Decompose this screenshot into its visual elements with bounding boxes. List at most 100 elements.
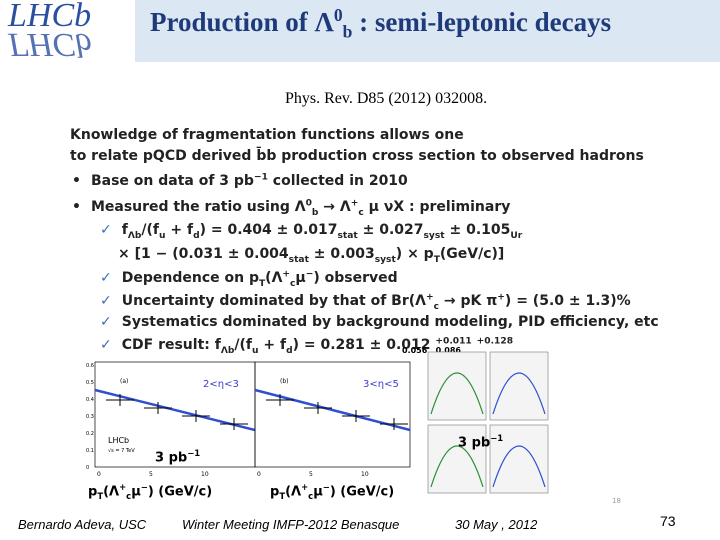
supscript: −: [305, 269, 314, 279]
x-tick-label: 10: [201, 471, 209, 478]
body-line: to relate pQCD derived b̄b production cr…: [70, 148, 644, 164]
supscript: −: [140, 482, 148, 492]
text: ) observed: [313, 269, 398, 286]
panel-label: (b): [280, 378, 289, 385]
subscript: T: [433, 254, 440, 265]
y-tick-label: 0.5: [86, 380, 94, 386]
cdf-lower-value: 0.056: [402, 346, 428, 355]
x-title: pT(Λ+cμ−) (GeV/c): [88, 482, 212, 501]
subscript: Λb: [220, 345, 235, 356]
supscript: 0: [333, 5, 343, 25]
y-tick-label: 0.6: [86, 363, 94, 369]
text: Measured the ratio using Λ: [90, 198, 306, 215]
body-line: ✓ Systematics dominated by background mod…: [100, 314, 659, 330]
line-text: × [1 − (0.031 ± 0.004stat ± 0.003syst) ×…: [118, 246, 504, 265]
text: p: [88, 484, 98, 500]
text: Uncertainty dominated by that of Br(Λ: [121, 292, 426, 309]
bullet: ✓: [100, 314, 112, 330]
body-line: ✓ Uncertainty dominated by that of Br(Λ+c…: [100, 292, 631, 311]
supscript: +: [425, 292, 434, 302]
body-line: • Measured the ratio using Λ0b → Λ+c μ νX…: [72, 198, 510, 217]
text: (Λ: [103, 484, 120, 500]
fit-line: [94, 388, 256, 432]
subscript: b: [342, 21, 353, 42]
text: ± 0.003: [308, 246, 375, 262]
x-tick-label: 10: [361, 471, 369, 478]
panel-label: (a): [120, 378, 128, 385]
text: μ: [131, 484, 141, 500]
subscript: c: [308, 490, 314, 501]
text: ) = 0.404 ± 0.017: [199, 222, 338, 238]
eta-range: 3<η<5: [363, 379, 399, 390]
body-line: ✓ fΛb/(fu + fd) = 0.404 ± 0.017stat ± 0.0…: [100, 222, 522, 241]
text: ) = 0.281 ± 0.012: [292, 336, 436, 353]
text: × [1 − (0.031 ± 0.004: [118, 246, 289, 262]
bullet: ✓: [100, 292, 112, 309]
text: (Λ: [265, 269, 283, 286]
subscript: c: [358, 207, 364, 218]
text: Dependence on p: [121, 269, 259, 286]
bullet: ✓: [100, 222, 112, 238]
text: ) = (5.0 ± 1.3)%: [504, 292, 631, 309]
line-text: Systematics dominated by background mode…: [122, 314, 659, 330]
logo: LHCb ΓHCb: [8, 0, 92, 63]
bullet: ✓: [100, 336, 112, 353]
text: p: [270, 484, 280, 500]
text: ) (GeV/c): [329, 484, 395, 500]
y-tick-label: 0: [86, 465, 89, 471]
supscript: −1: [253, 172, 268, 182]
text: μ: [295, 269, 306, 286]
line-text: Measured the ratio using Λ0b → Λ+c μ νX …: [90, 198, 510, 218]
subscript: u: [252, 345, 259, 356]
text: → Λ: [318, 198, 351, 215]
y-tick-label: 0.2: [86, 431, 94, 437]
supscript: −1: [187, 448, 201, 458]
luminosity: 3 pb−1: [155, 448, 200, 465]
text: production cross section to observed had…: [276, 148, 644, 164]
subscript: c: [433, 301, 439, 312]
subscript: syst: [423, 230, 445, 241]
bullet: •: [72, 172, 81, 189]
y-tick-label: 0.3: [86, 414, 94, 420]
x-title: pT(Λ+cμ−) (GeV/c): [270, 482, 394, 501]
text: + f: [258, 336, 287, 353]
bullet: ✓: [100, 269, 112, 286]
supscript: +: [301, 482, 309, 492]
text: b̄b: [256, 148, 277, 164]
subscript: b: [311, 207, 319, 218]
text: ) × p: [395, 246, 434, 262]
text: CDF result: f: [121, 336, 221, 353]
subscript: stat: [288, 254, 309, 265]
text: : semi-leptonic decays: [352, 7, 612, 37]
y-tick-label: 0.4: [86, 397, 94, 403]
x-tick-label: 0: [97, 471, 101, 478]
body-line: Knowledge of fragmentation functions all…: [70, 127, 464, 143]
text: collected in 2010: [267, 172, 408, 189]
x-tick-label: 5: [309, 471, 313, 478]
line-text: Base on data of 3 pb−1 collected in 2010: [90, 172, 408, 189]
subscript: d: [193, 230, 200, 241]
mini-plot: [489, 424, 549, 494]
title-box: [135, 0, 720, 62]
line-text: fΛb/(fu + fd) = 0.404 ± 0.017stat ± 0.02…: [121, 222, 523, 241]
supscript: −1: [490, 433, 504, 443]
slide-number: 73: [660, 513, 676, 529]
energy: √s = 7 TeV: [108, 448, 135, 454]
x-tick-label: 5: [149, 471, 153, 478]
text: + f: [165, 222, 194, 238]
line-text: Dependence on pT(Λ+cμ−) observed: [121, 269, 398, 288]
body-line: • Base on data of 3 pb−1 collected in 201…: [72, 172, 408, 189]
text: μ: [313, 484, 323, 500]
reference: Phys. Rev. D85 (2012) 032008.: [285, 90, 488, 107]
text: f: [121, 222, 128, 238]
line-text: CDF result: fΛb/(fu + fd) = 0.281 ± 0.01…: [121, 336, 513, 356]
subscript: stat: [337, 230, 358, 241]
line-text: Uncertainty dominated by that of Br(Λ+c …: [121, 292, 631, 312]
text: 3 pb: [155, 450, 188, 466]
text: Base on data of 3 pb: [90, 172, 254, 189]
subscript: c: [126, 490, 132, 501]
subscript: Λb: [127, 230, 142, 241]
footer-event: Winter Meeting IMFP-2012 Benasque: [182, 517, 400, 532]
